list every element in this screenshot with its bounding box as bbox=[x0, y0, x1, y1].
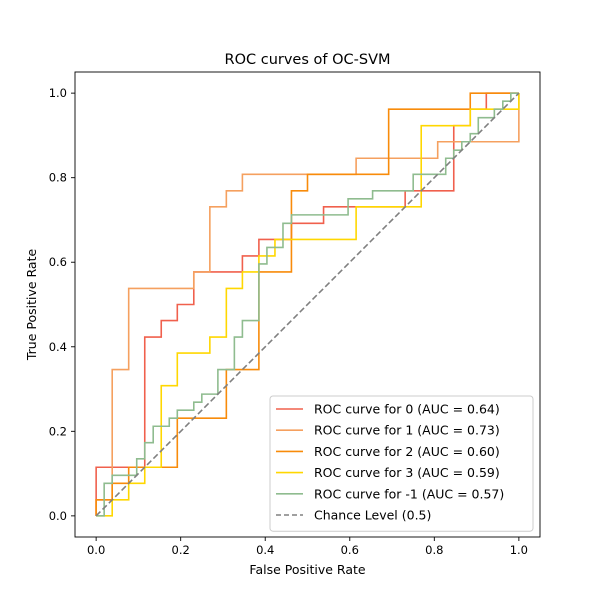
chance-level-line bbox=[95, 92, 520, 517]
chart-title: ROC curves of OC-SVM bbox=[225, 52, 391, 68]
legend-label: ROC curve for -1 (AUC = 0.57) bbox=[314, 486, 504, 501]
legend-label: ROC curve for 2 (AUC = 0.60) bbox=[314, 444, 500, 459]
x-tick-label: 0.6 bbox=[341, 543, 359, 557]
y-tick-label: 0.8 bbox=[49, 171, 67, 185]
y-tick-label: 0.4 bbox=[49, 340, 67, 354]
y-tick-label: 0.6 bbox=[49, 255, 67, 269]
x-tick-label: 0.0 bbox=[87, 543, 105, 557]
legend: ROC curve for 0 (AUC = 0.64) ROC curve fo… bbox=[269, 395, 534, 532]
axis-ticks: 0.0 0.2 0.4 0.6 0.8 1.0 0.0 0.2 0.4 0.6 0.8 1.0 bbox=[49, 86, 528, 557]
legend-label: Chance Level (0.5) bbox=[314, 508, 431, 523]
x-tick-label: 0.4 bbox=[256, 543, 274, 557]
legend-box bbox=[269, 395, 534, 532]
series-layer bbox=[95, 92, 520, 517]
roc-series-1 bbox=[95, 93, 520, 516]
roc-series-4 bbox=[96, 92, 519, 517]
roc-series-3 bbox=[96, 93, 520, 517]
roc-series-2 bbox=[95, 92, 519, 516]
y-axis-label: True Positive Rate bbox=[24, 249, 39, 362]
x-tick-label: 0.8 bbox=[425, 543, 443, 557]
x-axis-label: False Positive Rate bbox=[249, 562, 365, 577]
y-tick-label: 0.2 bbox=[49, 424, 67, 438]
legend-label: ROC curve for 1 (AUC = 0.73) bbox=[314, 423, 500, 438]
plot-frame bbox=[74, 71, 541, 538]
x-tick-label: 0.2 bbox=[172, 543, 190, 557]
legend-label: ROC curve for 3 (AUC = 0.59) bbox=[314, 465, 500, 480]
y-tick-label: 1.0 bbox=[49, 86, 67, 100]
y-tick-label: 0.0 bbox=[49, 509, 67, 523]
legend-label: ROC curve for 0 (AUC = 0.64) bbox=[314, 402, 500, 417]
x-tick-label: 1.0 bbox=[510, 543, 528, 557]
